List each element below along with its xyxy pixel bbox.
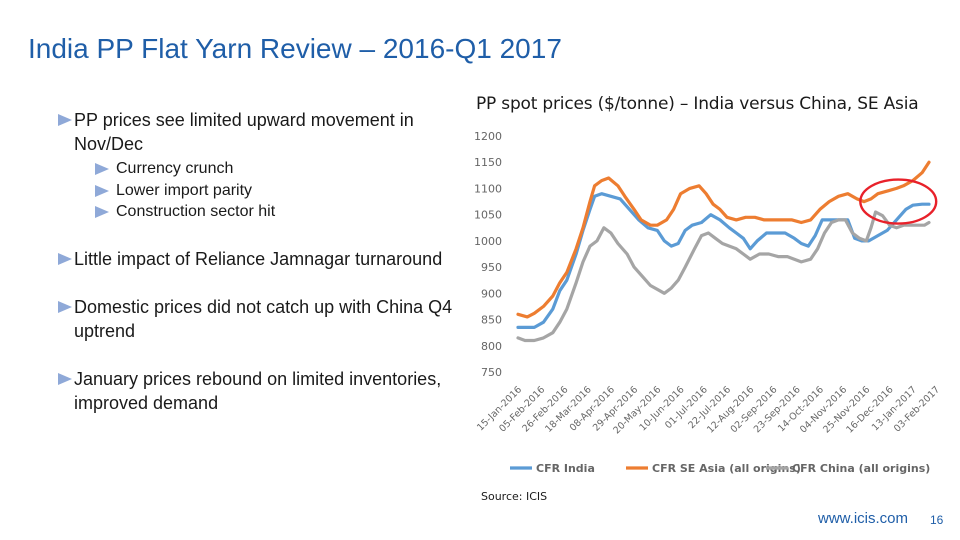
- series-line-2: [516, 210, 931, 343]
- bullet-item: PP prices see limited upward movement in…: [58, 108, 458, 156]
- sub-bullet-text: Currency crunch: [116, 160, 234, 177]
- legend-label: CFR SE Asia (all origins): [652, 462, 801, 475]
- legend-label: CFR India: [536, 462, 595, 475]
- bullet-item: Little impact of Reliance Jamnagar turna…: [58, 247, 458, 271]
- sub-bullet-text: Construction sector hit: [116, 203, 276, 220]
- chart-source: Source: ICIS: [481, 490, 548, 503]
- bullet-text: PP prices see limited upward movement in…: [74, 110, 414, 154]
- bullet-list: PP prices see limited upward movement in…: [58, 108, 458, 415]
- y-tick-label: 800: [481, 340, 502, 353]
- y-tick-label: 900: [481, 287, 502, 300]
- page-number: 16: [930, 513, 944, 527]
- series-line-1: [516, 160, 931, 319]
- y-tick-label: 1050: [474, 209, 502, 222]
- bullet-item: Domestic prices did not catch up with Ch…: [58, 295, 458, 343]
- sub-bullet-item: Construction sector hit: [58, 201, 458, 223]
- price-line-chart: 7508008509009501000105011001150120015-Ja…: [474, 130, 942, 475]
- y-tick-label: 1200: [474, 130, 502, 143]
- slide-title: India PP Flat Yarn Review – 2016-Q1 2017: [28, 33, 562, 64]
- bullet-icon: [58, 300, 72, 313]
- y-tick-label: 1150: [474, 156, 502, 169]
- bullet-text: January prices rebound on limited invent…: [74, 368, 442, 413]
- sub-bullet-text: Lower import parity: [116, 181, 253, 199]
- y-tick-label: 1100: [474, 182, 502, 195]
- bullet-text: Little impact of Reliance Jamnagar turna…: [74, 248, 443, 269]
- highlight-ellipse: [859, 178, 938, 225]
- chart-title: PP spot prices ($/tonne) – India versus …: [476, 94, 919, 114]
- bullet-icon: [95, 206, 109, 218]
- y-tick-label: 750: [481, 366, 502, 379]
- bullet-icon: [58, 114, 72, 126]
- sub-bullet-item: Currency crunch: [58, 158, 458, 180]
- footer-url[interactable]: www.icis.com: [818, 510, 909, 527]
- bullet-icon: [95, 163, 109, 175]
- bullet-icon: [95, 184, 109, 197]
- y-tick-label: 1000: [474, 235, 502, 248]
- y-tick-label: 950: [481, 261, 502, 274]
- y-tick-label: 850: [481, 314, 502, 327]
- bullet-icon: [58, 252, 72, 265]
- legend-label: CFR China (all origins): [792, 462, 930, 475]
- sub-bullet-item: Lower import parity: [58, 180, 458, 202]
- bullet-item: January prices rebound on limited invent…: [58, 367, 458, 415]
- bullet-text: Domestic prices did not catch up with Ch…: [74, 296, 453, 341]
- bullet-icon: [58, 372, 72, 385]
